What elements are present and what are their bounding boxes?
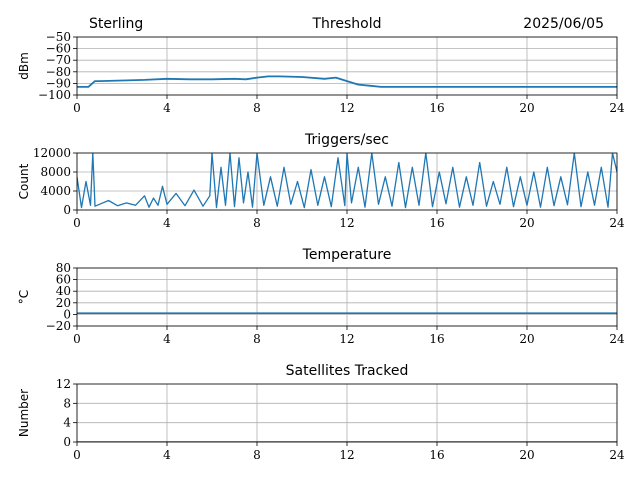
- threshold-ytick-label: −60: [46, 42, 71, 56]
- temperature-xtick-label: 4: [163, 332, 171, 346]
- triggers-xtick-label: 4: [163, 216, 171, 230]
- threshold-ytick-label: −90: [46, 76, 71, 90]
- threshold-xtick-label: 0: [73, 101, 81, 115]
- temperature-xtick-label: 20: [519, 332, 534, 346]
- satellites-ytick-label: 0: [63, 435, 71, 449]
- satellites-xtick-label: 12: [339, 448, 354, 462]
- triggers-xtick-label: 0: [73, 216, 81, 230]
- threshold-title: Threshold: [312, 16, 382, 32]
- satellites-xtick-label: 24: [609, 448, 625, 462]
- triggers-xtick-label: 8: [253, 216, 261, 230]
- temperature-ytick-label: 40: [56, 284, 71, 298]
- temperature-xtick-label: 0: [73, 332, 81, 346]
- temperature-xtick-label: 8: [253, 332, 261, 346]
- triggers-xtick-label: 20: [519, 216, 534, 230]
- triggers-series-line: [77, 153, 617, 209]
- threshold-series-line: [77, 75, 617, 88]
- satellites-xtick-label: 20: [519, 448, 534, 462]
- threshold-xtick-label: 12: [339, 101, 354, 115]
- triggers-ytick-label: 8000: [40, 165, 71, 179]
- satellites-panel: 0 4 8 12 16 20 24 0 4 8 12 Satellites Tracked Number: [17, 363, 625, 462]
- temperature-title: Temperature: [302, 247, 392, 263]
- threshold-ytick-label: −100: [38, 88, 71, 102]
- satellites-xtick-label: 8: [253, 448, 261, 462]
- temperature-ytick-label: 20: [56, 296, 71, 310]
- temperature-xtick-label: 12: [339, 332, 354, 346]
- temperature-xtick-label: 24: [609, 332, 625, 346]
- threshold-xtick-label: 20: [519, 101, 534, 115]
- threshold-xtick-label: 8: [253, 101, 261, 115]
- temperature-ytick-label: 0: [63, 307, 71, 321]
- temperature-ytick-label: 80: [56, 261, 71, 275]
- triggers-ytick-label: 0: [63, 203, 71, 217]
- satellites-xtick-label: 16: [429, 448, 444, 462]
- triggers-panel: 0 4 8 12 16 20 24 0 4000 8000 12000 Triggers/sec Cou…: [17, 132, 625, 230]
- satellites-xtick-label: 0: [73, 448, 81, 462]
- triggers-xtick-label: 12: [339, 216, 354, 230]
- temperature-ytick-label: −20: [46, 319, 71, 333]
- threshold-xtick-label: 24: [609, 101, 625, 115]
- satellites-ytick-label: 8: [63, 396, 71, 410]
- triggers-xtick-label: 16: [429, 216, 444, 230]
- temperature-ytick-label: 60: [56, 273, 71, 287]
- triggers-xtick-label: 24: [609, 216, 625, 230]
- temperature-ylabel: °C: [17, 290, 31, 304]
- date-label: 2025/06/05: [523, 16, 604, 32]
- satellites-ytick-label: 4: [63, 416, 71, 430]
- triggers-title: Triggers/sec: [304, 132, 389, 148]
- threshold-ylabel: dBm: [17, 52, 31, 80]
- triggers-ytick-label: 4000: [40, 184, 71, 198]
- satellites-ylabel: Number: [17, 389, 31, 437]
- triggers-ylabel: Count: [17, 163, 31, 199]
- satellites-xtick-label: 4: [163, 448, 171, 462]
- threshold-xtick-label: 4: [163, 101, 171, 115]
- triggers-ytick-label: 12000: [33, 146, 71, 160]
- threshold-ytick-label: −80: [46, 65, 71, 79]
- site-label: Sterling: [89, 16, 143, 32]
- threshold-panel: 0 4 8 12 16 20 24 −50−60−70−80−90−100 Threshold d…: [17, 16, 625, 115]
- satellites-title: Satellites Tracked: [286, 363, 409, 379]
- threshold-ytick-label: −70: [46, 53, 71, 67]
- temperature-xtick-label: 16: [429, 332, 444, 346]
- threshold-ytick-label: −50: [46, 30, 71, 44]
- threshold-xtick-label: 16: [429, 101, 444, 115]
- satellites-ytick-label: 12: [56, 377, 71, 391]
